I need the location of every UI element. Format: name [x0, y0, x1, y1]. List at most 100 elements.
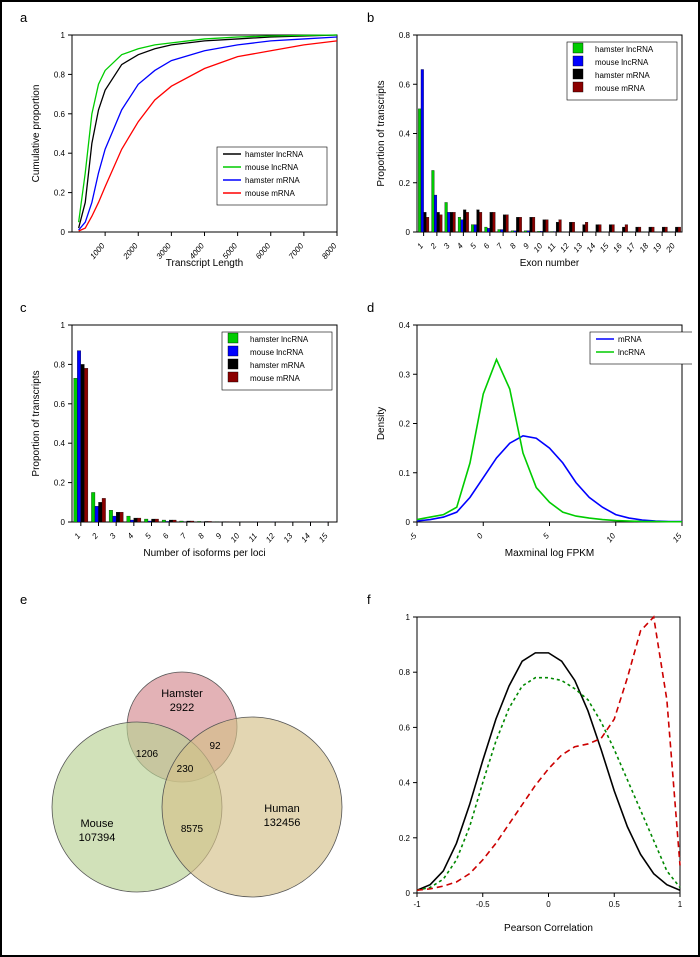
svg-text:14: 14	[299, 531, 312, 544]
svg-text:Human: Human	[264, 803, 299, 815]
svg-text:12: 12	[264, 531, 277, 544]
svg-text:-1: -1	[413, 900, 421, 909]
svg-text:0: 0	[475, 531, 485, 541]
svg-text:8575: 8575	[181, 824, 204, 835]
svg-text:7: 7	[495, 241, 505, 251]
svg-text:1: 1	[61, 321, 66, 330]
svg-text:6: 6	[482, 241, 492, 251]
svg-text:hamster mRNA: hamster mRNA	[595, 71, 650, 80]
svg-text:10: 10	[605, 531, 618, 544]
panel-a: 1000200030004000500060007000800000.20.40…	[27, 27, 347, 272]
svg-text:mouse mRNA: mouse mRNA	[245, 189, 295, 198]
svg-text:mouse lncRNA: mouse lncRNA	[595, 58, 649, 67]
svg-text:107394: 107394	[79, 832, 116, 844]
svg-text:1: 1	[406, 613, 411, 622]
figure-container: a 1000200030004000500060007000800000.20.…	[0, 0, 700, 957]
svg-text:19: 19	[651, 241, 664, 254]
svg-text:2000: 2000	[121, 241, 140, 262]
svg-text:16: 16	[611, 241, 624, 254]
svg-text:7: 7	[179, 531, 189, 541]
svg-text:0.2: 0.2	[399, 179, 411, 188]
svg-text:0: 0	[546, 900, 551, 909]
svg-text:0.2: 0.2	[399, 834, 411, 843]
svg-text:Cumulative proportion: Cumulative proportion	[31, 85, 42, 183]
svg-text:1: 1	[61, 31, 66, 40]
panel-f: -1-0.500.5100.20.40.60.81Pearson Correla…	[372, 607, 692, 937]
panel-b-label: b	[367, 10, 374, 25]
svg-text:4: 4	[455, 241, 465, 251]
svg-text:mouse lncRNA: mouse lncRNA	[245, 163, 299, 172]
svg-text:17: 17	[625, 241, 638, 254]
svg-text:0.2: 0.2	[399, 420, 411, 429]
svg-text:2: 2	[428, 241, 439, 251]
svg-text:-5: -5	[407, 531, 419, 543]
svg-text:0.4: 0.4	[399, 779, 411, 788]
svg-text:-0.5: -0.5	[476, 900, 490, 909]
svg-text:5: 5	[143, 531, 153, 541]
svg-text:9: 9	[521, 241, 531, 251]
svg-text:Maxminal log FPKM: Maxminal log FPKM	[505, 548, 594, 559]
svg-text:0.8: 0.8	[54, 70, 66, 79]
svg-text:15: 15	[317, 531, 330, 544]
svg-text:0.3: 0.3	[399, 370, 411, 379]
svg-text:0.2: 0.2	[54, 479, 66, 488]
svg-text:Pearson Correlation: Pearson Correlation	[504, 923, 593, 934]
svg-text:6000: 6000	[254, 241, 273, 261]
svg-text:hamster lncRNA: hamster lncRNA	[595, 45, 654, 54]
svg-text:9: 9	[214, 531, 224, 541]
svg-text:0: 0	[406, 889, 411, 898]
svg-text:0.8: 0.8	[54, 360, 66, 369]
svg-text:Number of isoforms per loci: Number of isoforms per loci	[143, 548, 265, 559]
svg-text:Mouse: Mouse	[80, 818, 113, 830]
svg-text:0.4: 0.4	[399, 321, 411, 330]
svg-text:0: 0	[406, 228, 411, 237]
svg-text:hamster mRNA: hamster mRNA	[245, 176, 300, 185]
svg-text:92: 92	[209, 741, 221, 752]
svg-text:15: 15	[671, 531, 684, 544]
svg-text:0.6: 0.6	[54, 110, 66, 119]
svg-text:13: 13	[282, 531, 295, 544]
panel-e-label: e	[20, 592, 27, 607]
svg-text:6: 6	[161, 531, 171, 541]
svg-text:1: 1	[415, 242, 425, 251]
svg-text:11: 11	[545, 242, 557, 254]
panel-d-label: d	[367, 300, 374, 315]
svg-text:20: 20	[664, 241, 678, 255]
svg-text:Density: Density	[376, 407, 387, 440]
svg-text:mouse mRNA: mouse mRNA	[595, 84, 645, 93]
svg-text:Transcript Length: Transcript Length	[166, 258, 243, 269]
svg-text:14: 14	[585, 241, 598, 254]
svg-text:hamster lncRNA: hamster lncRNA	[250, 335, 309, 344]
svg-text:1206: 1206	[136, 749, 159, 760]
panel-c: 12345678910111213141500.20.40.60.81Numbe…	[27, 317, 347, 562]
svg-text:mRNA: mRNA	[618, 335, 642, 344]
svg-text:5: 5	[468, 241, 478, 251]
svg-text:3: 3	[108, 531, 118, 541]
svg-text:2: 2	[90, 531, 101, 541]
svg-text:hamster lncRNA: hamster lncRNA	[245, 150, 304, 159]
svg-text:mouse mRNA: mouse mRNA	[250, 374, 300, 383]
svg-text:18: 18	[638, 241, 651, 254]
svg-text:mouse lncRNA: mouse lncRNA	[250, 348, 304, 357]
svg-text:11: 11	[247, 532, 259, 544]
svg-text:0.4: 0.4	[399, 130, 411, 139]
svg-text:Exon number: Exon number	[520, 258, 580, 269]
svg-text:5: 5	[541, 531, 551, 541]
panel-c-label: c	[20, 300, 27, 315]
svg-text:0.2: 0.2	[54, 189, 66, 198]
panel-b: 123456789101112131415161718192000.20.40.…	[372, 27, 692, 272]
svg-text:15: 15	[598, 241, 611, 254]
svg-text:0.5: 0.5	[609, 900, 621, 909]
svg-text:0: 0	[61, 518, 66, 527]
panel-d: -505101500.10.20.30.4Maxminal log FPKMDe…	[372, 317, 692, 562]
panel-f-label: f	[367, 592, 371, 607]
svg-text:8: 8	[508, 241, 518, 251]
svg-text:0.4: 0.4	[54, 149, 66, 158]
svg-text:0.8: 0.8	[399, 668, 411, 677]
svg-text:10: 10	[532, 241, 545, 254]
svg-text:12: 12	[558, 241, 571, 254]
svg-text:1: 1	[73, 532, 83, 541]
svg-text:230: 230	[177, 764, 194, 775]
svg-text:0.8: 0.8	[399, 31, 411, 40]
svg-text:7000: 7000	[287, 241, 306, 261]
